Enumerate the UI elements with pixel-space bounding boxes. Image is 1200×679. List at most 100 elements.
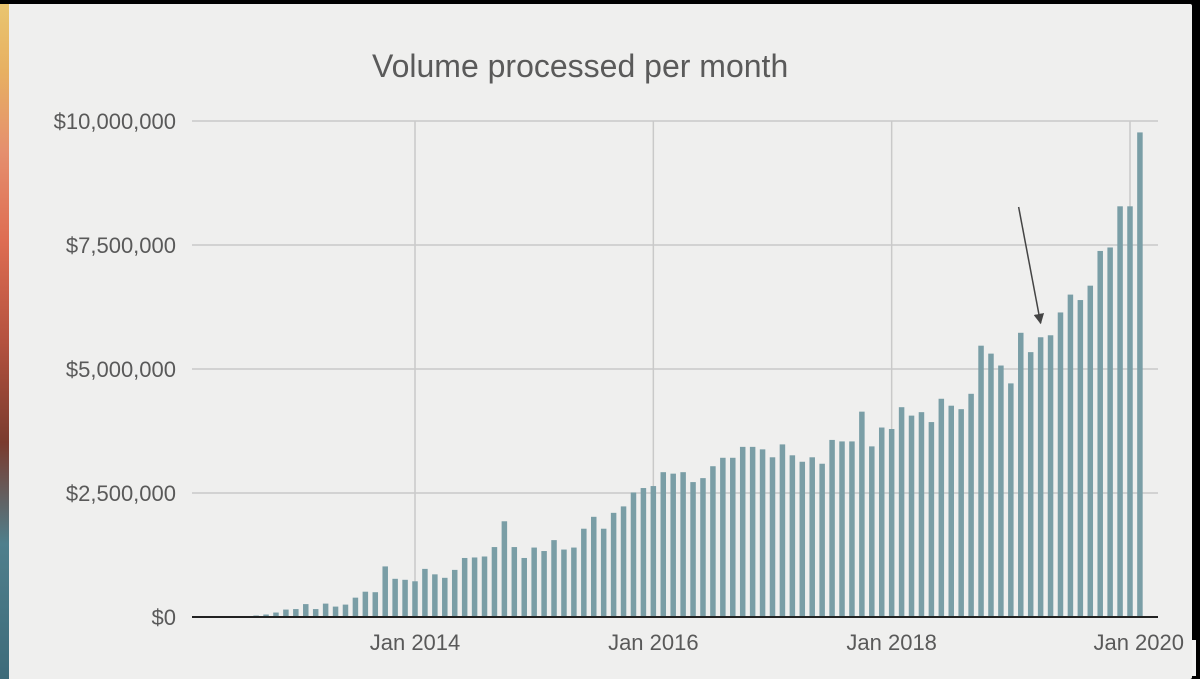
bar <box>283 609 289 617</box>
bar <box>690 482 696 617</box>
bars <box>223 132 1143 618</box>
bar <box>600 528 607 617</box>
bar <box>749 446 756 617</box>
bar <box>928 422 935 617</box>
y-tick-label: $5,000,000 <box>66 357 176 382</box>
bar <box>422 568 428 617</box>
bar <box>819 463 825 617</box>
bar <box>412 581 418 617</box>
bar <box>660 472 667 617</box>
bar <box>1018 332 1024 617</box>
bar <box>670 473 676 617</box>
bar <box>1107 247 1113 618</box>
bar <box>581 528 587 617</box>
bar <box>898 407 905 617</box>
bar <box>312 609 319 617</box>
bar <box>1087 285 1094 617</box>
bar <box>511 547 518 617</box>
bar <box>591 516 597 617</box>
bar <box>908 415 915 617</box>
bar <box>263 614 269 617</box>
bar <box>571 547 577 617</box>
bar <box>998 365 1004 617</box>
bar <box>1008 383 1014 617</box>
bar <box>948 405 954 617</box>
bar <box>859 411 865 617</box>
bar <box>968 393 974 617</box>
bar <box>888 429 895 617</box>
bar <box>720 457 726 617</box>
bar <box>461 557 468 617</box>
bar <box>432 574 438 617</box>
bar <box>630 492 637 617</box>
right-edge-mark <box>1192 640 1196 676</box>
bar <box>362 591 369 617</box>
bar <box>730 457 736 617</box>
bar <box>1137 132 1143 617</box>
bar <box>878 427 885 617</box>
bar <box>809 457 815 617</box>
bar <box>610 512 617 617</box>
bar <box>779 444 786 617</box>
bar <box>382 566 388 617</box>
bar <box>938 398 945 617</box>
bar <box>650 486 657 617</box>
x-tick-label: Jan 2014 <box>370 630 461 655</box>
bar <box>1037 337 1044 617</box>
y-tick-label: $10,000,000 <box>54 109 176 134</box>
bar <box>769 457 776 617</box>
bar <box>799 461 806 617</box>
annotations <box>1017 206 1045 325</box>
bar <box>342 604 349 617</box>
bar <box>869 446 875 617</box>
bar <box>918 412 925 617</box>
bar <box>273 612 279 617</box>
bar <box>759 449 766 617</box>
bar <box>1047 335 1054 617</box>
bar <box>789 455 796 617</box>
annotation-arrow <box>1017 206 1045 325</box>
bar <box>352 597 359 617</box>
bar <box>531 547 537 617</box>
y-tick-label: $0 <box>152 605 176 630</box>
bar <box>471 557 478 617</box>
bar <box>1097 250 1103 617</box>
bar <box>402 579 408 617</box>
bar <box>551 540 557 617</box>
bar <box>620 506 627 617</box>
bar <box>1057 312 1064 617</box>
bar <box>700 478 706 617</box>
bar <box>988 353 994 617</box>
bar <box>640 488 647 617</box>
bar <box>849 441 855 617</box>
bar <box>491 547 498 617</box>
bar <box>1117 206 1123 617</box>
bar <box>332 606 339 617</box>
y-tick-label: $2,500,000 <box>66 481 176 506</box>
bar <box>1027 352 1034 617</box>
bar <box>293 609 299 617</box>
bar <box>739 446 746 617</box>
x-tick-label: Jan 2018 <box>846 630 937 655</box>
x-tick-label: Jan 2020 <box>1093 630 1184 655</box>
bar <box>839 441 845 617</box>
y-tick-label: $7,500,000 <box>66 233 176 258</box>
bar <box>501 521 508 617</box>
bar <box>561 549 567 617</box>
bar <box>372 592 379 617</box>
bar <box>978 345 984 617</box>
axes: $0 $2,500,000 $5,000,000 $7,500,000 $10,000,… <box>54 109 1184 655</box>
chart-title: Volume processed per month <box>372 48 789 84</box>
bar <box>451 569 458 617</box>
bar <box>958 409 964 617</box>
left-edge-strip <box>0 4 9 679</box>
bar <box>829 439 835 617</box>
bar <box>322 603 329 617</box>
x-tick-label: Jan 2016 <box>608 630 699 655</box>
bar <box>680 472 686 617</box>
bar <box>1067 294 1074 617</box>
bar <box>1127 206 1133 617</box>
bar <box>541 551 547 617</box>
bar <box>710 466 716 617</box>
